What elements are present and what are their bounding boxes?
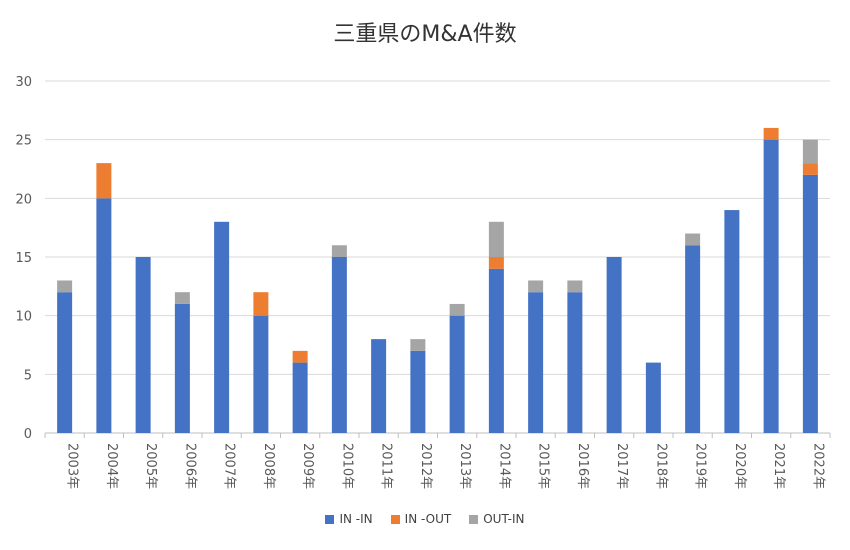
x-tick-label: 2018年 (653, 443, 668, 489)
bar-segment (96, 198, 112, 433)
chart-title: 三重県のM&A件数 (333, 22, 517, 47)
y-tick-label: 20 (15, 192, 32, 207)
x-tick-label: 2007年 (222, 443, 237, 489)
legend-item: OUT-IN (469, 512, 525, 526)
bar-segment (724, 210, 740, 433)
y-tick-label: 30 (15, 75, 32, 90)
x-tick-label: 2014年 (496, 443, 511, 489)
y-tick-label: 5 (24, 368, 32, 383)
bar-segment (763, 127, 779, 140)
y-tick-label: 0 (24, 427, 32, 442)
bar-segment (174, 292, 190, 304)
bar-segment (488, 221, 504, 257)
bar-segment (685, 245, 701, 433)
legend: IN -IN IN -OUT OUT-IN (0, 512, 850, 526)
bar-segment (331, 257, 347, 433)
bar-segment (253, 292, 269, 316)
bar-segment (371, 339, 387, 433)
legend-label: OUT-IN (483, 512, 525, 526)
bar-segment (802, 139, 818, 164)
x-tick-label: 2019年 (693, 443, 708, 489)
bar-segment (214, 221, 230, 433)
bar-segment (449, 315, 465, 433)
bar-segment (57, 280, 73, 293)
bar-segment (174, 303, 190, 433)
bar-segment (567, 292, 583, 433)
x-tick-label: 2013年 (457, 443, 472, 489)
y-tick-label: 25 (15, 134, 32, 149)
y-tick-label: 15 (15, 251, 32, 266)
legend-swatch (469, 514, 479, 524)
bar-segment (488, 257, 504, 269)
legend-label: IN -IN (339, 512, 373, 526)
x-tick-label: 2016年 (575, 443, 590, 489)
bar-segment (96, 163, 112, 199)
bar-segment (135, 257, 151, 433)
bar-segment (410, 350, 426, 433)
bar-segment (606, 257, 622, 433)
bar-segment (645, 362, 661, 433)
bar-segment (57, 292, 73, 433)
legend-item: IN -OUT (390, 512, 452, 526)
legend-swatch (390, 514, 400, 524)
x-tick-label: 2022年 (810, 443, 825, 489)
bar-segment (292, 362, 308, 433)
bar-segment (567, 280, 583, 293)
x-tick-label: 2015年 (536, 443, 551, 489)
x-tick-label: 2020年 (732, 443, 747, 489)
y-tick-label: 10 (15, 310, 32, 325)
bar-segment (528, 292, 544, 433)
bar-segment (528, 280, 544, 293)
bar-segment (802, 174, 818, 433)
bar-segment (331, 245, 347, 257)
bar-segment (763, 139, 779, 433)
x-tick-label: 2009年 (300, 443, 315, 489)
x-tick-label: 2010年 (339, 443, 354, 489)
bar-segment (292, 350, 308, 363)
x-tick-label: 2006年 (182, 443, 197, 489)
legend-item: IN -IN (325, 512, 373, 526)
x-tick-label: 2012年 (418, 443, 433, 489)
bar-segment (802, 163, 818, 175)
x-tick-label: 2011年 (379, 443, 394, 489)
x-tick-label: 2021年 (771, 443, 786, 489)
x-tick-label: 2017年 (614, 443, 629, 489)
bar-segment (410, 339, 426, 351)
legend-label: IN -OUT (404, 512, 452, 526)
bar-segment (488, 268, 504, 433)
x-tick-label: 2008年 (261, 443, 276, 489)
x-tick-label: 2005年 (143, 443, 158, 489)
bar-segment (253, 315, 269, 433)
x-tick-label: 2003年 (65, 443, 80, 489)
x-tick-label: 2004年 (104, 443, 119, 489)
bar-segment (449, 303, 465, 316)
legend-swatch (325, 514, 335, 524)
bar-segment (685, 233, 701, 246)
